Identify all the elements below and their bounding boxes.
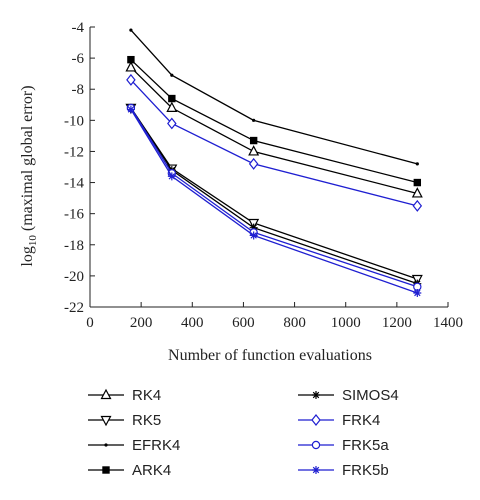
data-point [126, 105, 135, 114]
data-point [248, 145, 260, 156]
data-point [249, 136, 258, 145]
x-axis-label: Number of function evaluations [168, 347, 372, 364]
data-point [413, 289, 422, 297]
series-frk5a [126, 103, 422, 291]
legend-label: ARK4 [132, 462, 171, 479]
data-point [415, 162, 419, 166]
y-tick-label: -12 [64, 144, 84, 160]
data-point [252, 118, 256, 122]
data-point [412, 199, 423, 212]
series-line [130, 107, 418, 288]
data-point [126, 73, 136, 86]
legend-marker [311, 414, 321, 426]
y-tick-label: -20 [64, 269, 84, 285]
legend-item: RK5 [88, 412, 161, 429]
y-tick-label: -14 [64, 176, 84, 192]
legend-label: FRK5a [342, 437, 389, 454]
legend: RK4 RK5 EFRK4 ARK4 SIMOS4 FRK4 FRK5a FRK5b [88, 387, 399, 479]
legend-item: FRK5b [298, 462, 389, 479]
legend-marker [312, 466, 320, 474]
data-point [167, 117, 177, 130]
data-point [413, 178, 422, 187]
x-tick-label: 800 [283, 315, 306, 331]
x-tick-label: 0 [86, 315, 94, 331]
data-point [129, 28, 133, 32]
legend-item: ARK4 [88, 462, 171, 479]
series-rk4 [125, 61, 423, 198]
x-tick-label: 400 [181, 315, 204, 331]
y-axis-label: log10 (maximal global error) [19, 85, 39, 266]
series-frk4 [126, 73, 423, 212]
axes: 0 200 400 600 800 1000 1200 1400 -22 -20 -18 -16 -14… [64, 20, 463, 331]
x-tick-label: 1200 [382, 315, 412, 331]
y-tick-label: -18 [64, 238, 84, 254]
x-tick-label: 200 [130, 315, 153, 331]
y-tick-label: -6 [72, 51, 85, 67]
y-tick-label: -8 [72, 82, 85, 98]
data-point [166, 101, 178, 112]
y-axis-label-rest: (maximal global error) [19, 85, 36, 235]
legend-label: SIMOS4 [342, 387, 399, 404]
series-line [130, 59, 418, 184]
y-tick-label: -16 [64, 207, 84, 223]
series-line [130, 107, 418, 285]
legend-item: EFRK4 [88, 437, 180, 454]
y-axis-label-subscript: 10 [27, 235, 39, 247]
y-axis-label-main: log [19, 246, 36, 266]
data-point [411, 187, 423, 198]
legend-label: RK5 [132, 412, 161, 429]
data-point [125, 61, 137, 72]
x-tick-label: 1000 [331, 315, 361, 331]
data-point [248, 157, 259, 170]
series-line [130, 107, 418, 280]
data-point [167, 172, 176, 181]
series-line [130, 79, 418, 207]
legend-label: FRK5b [342, 462, 389, 479]
data-point [168, 94, 176, 103]
legend-label: EFRK4 [132, 437, 180, 454]
series-rk5 [125, 103, 423, 286]
legend-label: RK4 [132, 387, 161, 404]
legend-label: FRK4 [342, 412, 380, 429]
legend-item: FRK5a [298, 437, 389, 454]
legend-item: RK4 [88, 387, 161, 404]
legend-item: FRK4 [298, 412, 380, 429]
plot-area [125, 28, 423, 297]
legend-item: SIMOS4 [298, 387, 399, 404]
data-point [127, 55, 135, 64]
data-point [170, 73, 174, 77]
series-line [130, 29, 418, 165]
data-point [249, 223, 258, 232]
data-point [249, 231, 258, 240]
y-tick-label: -10 [64, 113, 84, 129]
y-tick-label: -22 [64, 300, 84, 316]
series-line [130, 109, 418, 294]
series-efrk4 [129, 28, 419, 166]
x-tick-label: 600 [232, 315, 255, 331]
legend-marker [100, 388, 112, 400]
y-tick-label: -4 [72, 20, 85, 36]
legend-marker [104, 443, 108, 447]
series-ark4 [127, 55, 422, 187]
legend-marker [102, 466, 110, 474]
legend-marker [312, 391, 320, 399]
legend-marker [311, 440, 321, 450]
series-frk5b [126, 105, 422, 297]
series-line [130, 66, 418, 195]
legend-marker [100, 415, 112, 427]
x-tick-label: 1400 [433, 315, 463, 331]
